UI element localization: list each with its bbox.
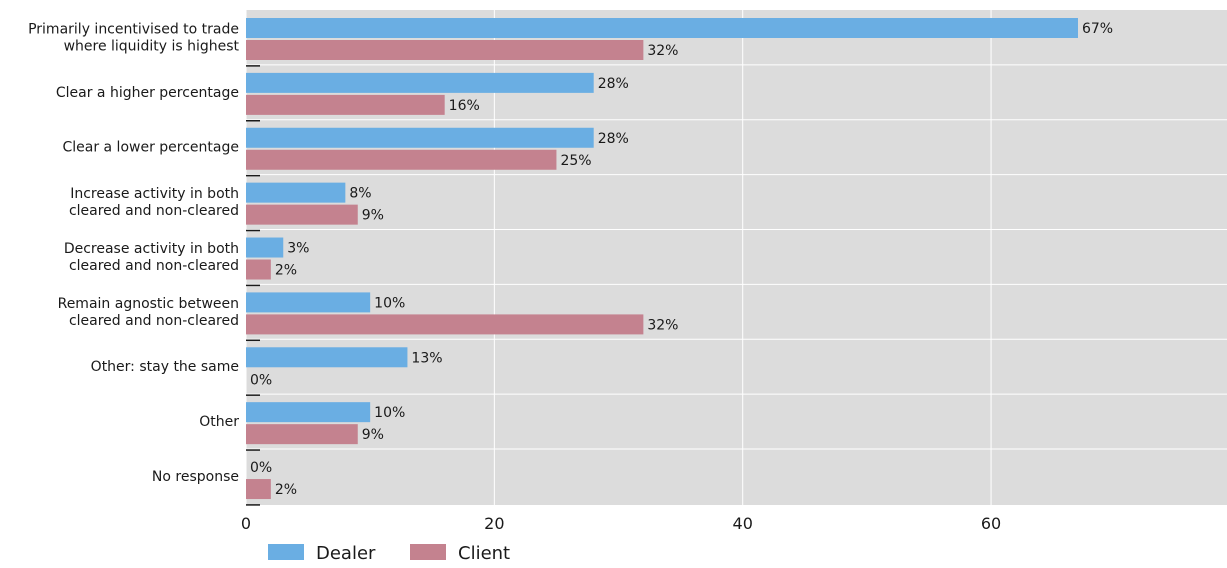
bar-client[interactable]	[246, 94, 445, 115]
category-label: Clear a lower percentage	[62, 140, 239, 156]
bar-client[interactable]	[246, 204, 358, 225]
value-label-dealer: 8%	[349, 186, 371, 202]
value-label-dealer: 28%	[598, 131, 629, 147]
bar-dealer[interactable]	[246, 18, 1078, 38]
category-label: cleared and non-cleared	[69, 203, 239, 219]
bar-client[interactable]	[246, 40, 644, 60]
value-label-client: 0%	[250, 372, 272, 388]
category-label: where liquidity is highest	[64, 38, 240, 54]
x-tick-label: 0	[241, 514, 251, 533]
legend-label-client: Client	[458, 543, 510, 564]
bar-dealer[interactable]	[246, 127, 594, 148]
bar-client[interactable]	[246, 149, 557, 170]
bar-client[interactable]	[246, 259, 271, 280]
category-label: Increase activity in both	[70, 186, 239, 202]
bar-dealer[interactable]	[246, 237, 284, 258]
category-label: Clear a higher percentage	[56, 85, 239, 101]
value-label-client: 25%	[560, 153, 591, 169]
bar-dealer[interactable]	[246, 292, 371, 313]
value-label-client: 2%	[275, 482, 297, 498]
legend-swatch-client	[410, 544, 446, 560]
value-label-client: 32%	[647, 43, 678, 59]
category-label: No response	[152, 469, 239, 485]
x-tick-label: 60	[981, 514, 1001, 533]
value-label-client: 9%	[362, 427, 384, 443]
x-tick-label: 40	[733, 514, 753, 533]
legend-swatch-dealer	[268, 544, 304, 560]
category-label: Primarily incentivised to trade	[28, 21, 239, 37]
bar-client[interactable]	[246, 314, 644, 335]
category-label: Other	[199, 414, 239, 430]
value-label-client: 2%	[275, 263, 297, 279]
bar-dealer[interactable]	[246, 347, 408, 368]
value-label-client: 32%	[647, 317, 678, 333]
value-label-dealer: 0%	[250, 460, 272, 476]
bar-dealer[interactable]	[246, 182, 346, 203]
category-label: Decrease activity in both	[64, 241, 239, 257]
bar-dealer[interactable]	[246, 72, 594, 93]
value-label-dealer: 10%	[374, 295, 405, 311]
value-label-client: 16%	[449, 98, 480, 114]
category-label: Other: stay the same	[91, 359, 239, 375]
category-label: cleared and non-cleared	[69, 258, 239, 274]
value-label-client: 9%	[362, 208, 384, 224]
x-tick-label: 20	[484, 514, 504, 533]
bar-client[interactable]	[246, 424, 358, 445]
value-label-dealer: 10%	[374, 405, 405, 421]
value-label-dealer: 3%	[287, 241, 309, 257]
bar-client[interactable]	[246, 479, 271, 500]
value-label-dealer: 67%	[1082, 21, 1113, 37]
category-label: cleared and non-cleared	[69, 313, 239, 329]
value-label-dealer: 13%	[411, 350, 442, 366]
bar-dealer[interactable]	[246, 402, 371, 423]
category-label: Remain agnostic between	[58, 296, 239, 312]
value-label-dealer: 28%	[598, 76, 629, 92]
legend-label-dealer: Dealer	[316, 543, 376, 564]
